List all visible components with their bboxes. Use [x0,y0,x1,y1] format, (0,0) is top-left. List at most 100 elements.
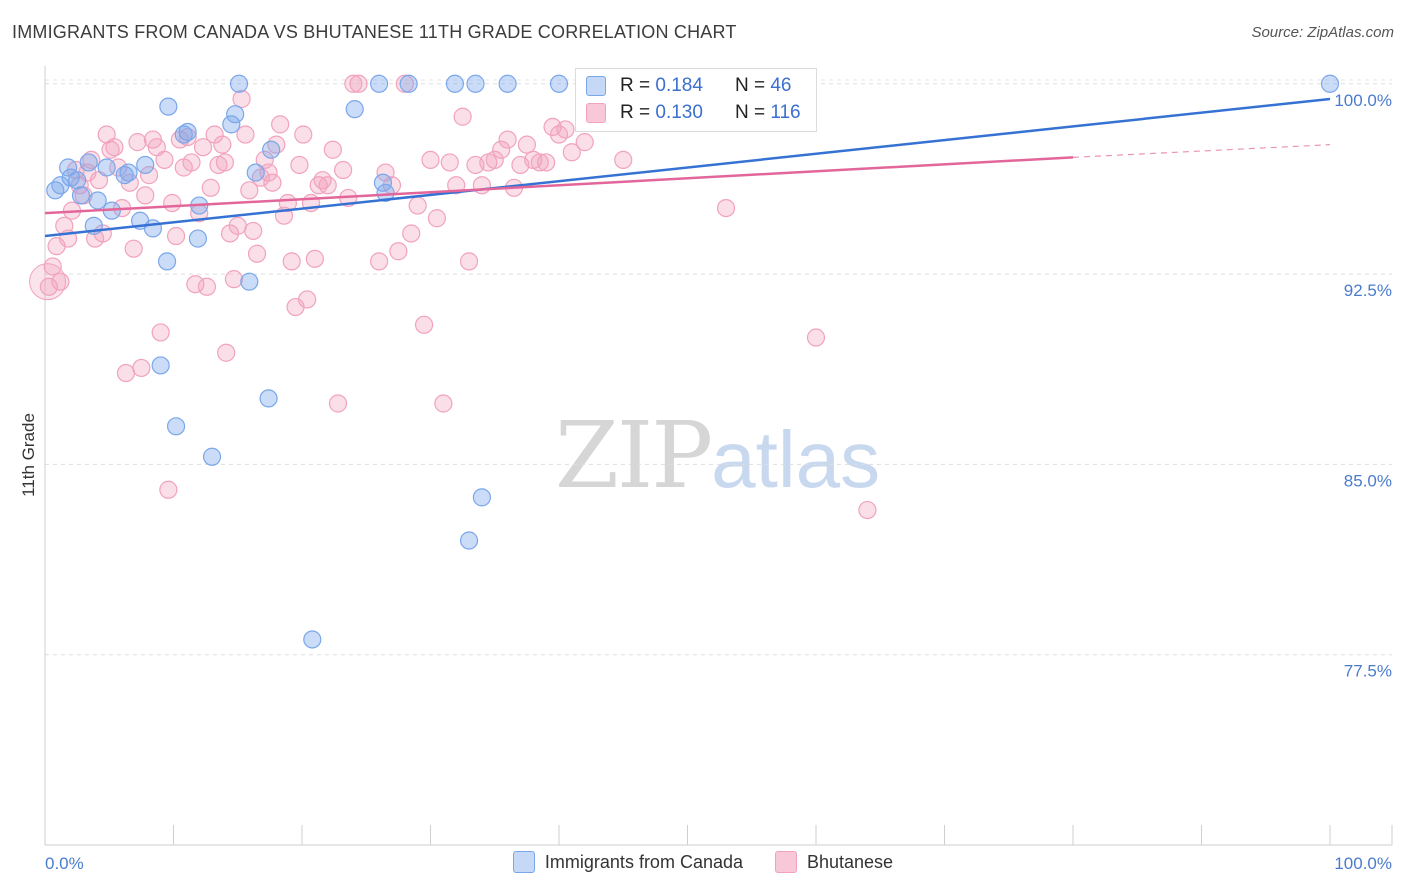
bhutanese-point [344,74,363,93]
bhutanese-point [128,133,147,152]
series-legend: Immigrants from Canada Bhutanese [0,851,1406,873]
canada-point [466,74,485,93]
bhutanese-point [530,153,549,172]
bhutanese-point [155,150,174,169]
source-label: Source: ZipAtlas.com [1251,24,1394,41]
canada-point [246,163,265,182]
canada-point [459,531,479,550]
bhutanese-point [556,120,575,139]
bhutanese-point [105,138,124,157]
bhutanese-point [427,209,447,228]
bhutanese-point [370,252,389,271]
canada-point [188,229,208,248]
x-tick-label: 100.0% [1334,854,1392,873]
bhutanese-point [440,153,459,172]
canada-point [51,176,70,195]
watermark: ZIPatlas [555,402,880,509]
bhutanese-point [224,270,243,289]
bhutanese-point [414,315,434,334]
legend-r-value: 0.130 [655,102,703,123]
canada-point [97,158,116,177]
bhutanese-point [305,249,324,268]
bhutanese-point [614,150,633,169]
bhutanese-point [716,198,736,218]
bhutanese-point [215,153,234,172]
canada-point [498,74,517,93]
bhutanese-legend-swatch [775,851,797,873]
bhutanese-point [575,133,594,152]
bhutanese-point [298,290,317,309]
legend-r-label: R = [620,75,651,96]
bhutanese-point [159,480,178,499]
bhutanese-point [434,394,453,413]
bhutanese-points [29,74,877,520]
bhutanese-point [186,275,205,294]
bhutanese-point [132,358,151,378]
bhutanese-point [166,226,186,246]
tick-labels: 100.0% 92.5% 85.0% 77.5% 0.0% 100.0% 11th Grad… [19,91,1392,873]
canada-point [178,122,197,142]
watermark-atlas: atlas [711,415,881,504]
canada-point [88,191,107,210]
bhutanese-point [220,224,240,243]
bhutanese-point [328,394,348,413]
canada-point [376,183,395,202]
bhutanese-point [806,328,826,347]
canada-swatch [586,76,606,96]
canada-point [259,389,278,408]
legend-row-canada: R = 0.184 N = 46 [586,74,791,98]
chart-title: IMMIGRANTS FROM CANADA VS BHUTANESE 11TH… [12,22,737,42]
bhutanese-trend-line [44,156,1074,215]
bhutanese-point [201,178,220,197]
x-tick-label: 0.0% [45,854,84,873]
legend-item-bhutanese: Bhutanese [775,851,893,873]
bhutanese-point [29,263,67,301]
y-tick-label: 85.0% [1344,471,1392,490]
grid-lines [45,79,1392,656]
legend-item-canada: Immigrants from Canada [512,851,743,873]
bhutanese-point [247,244,267,263]
bhutanese-point [263,173,282,192]
canada-point [222,115,241,134]
canada-point [68,171,87,190]
canada-point [549,74,569,93]
canada-point [151,356,170,375]
bhutanese-swatch [586,103,606,123]
bhutanese-point [136,186,155,205]
bhutanese-point [197,277,217,296]
canada-point [159,97,178,116]
y-tick-label: 100.0% [1334,91,1392,110]
bhutanese-point [116,363,136,383]
canada-point [46,181,65,200]
bhutanese-point [537,153,556,172]
canada-point [370,74,389,93]
bhutanese-point [267,135,286,154]
legend-label-canada: Immigrants from Canada [544,851,743,872]
bhutanese-point [313,171,332,190]
legend-label-bhutanese: Bhutanese [807,851,894,872]
watermark-zip: ZIP [555,402,713,509]
bhutanese-point [163,193,182,213]
canada-point [229,74,249,93]
legend-r-value: 0.184 [655,75,703,96]
bhutanese-point [240,181,259,200]
canada-point [226,105,245,124]
bhutanese-point [213,135,232,154]
canada-point [303,630,322,649]
bhutanese-point [459,252,479,271]
canada-point [345,100,364,119]
bhutanese-point [259,163,278,182]
legend-n-label: N = [734,75,766,96]
canada-point [71,186,91,205]
canada-points [46,74,1340,649]
bhutanese-point [205,125,224,144]
canada-point [166,417,186,436]
canada-point [399,74,418,93]
bhutanese-point [124,239,143,258]
bhutanese-point [492,140,511,159]
bhutanese-point [485,150,504,169]
bhutanese-point [232,89,251,109]
bhutanese-point [282,252,301,271]
bhutanese-point [858,500,877,520]
